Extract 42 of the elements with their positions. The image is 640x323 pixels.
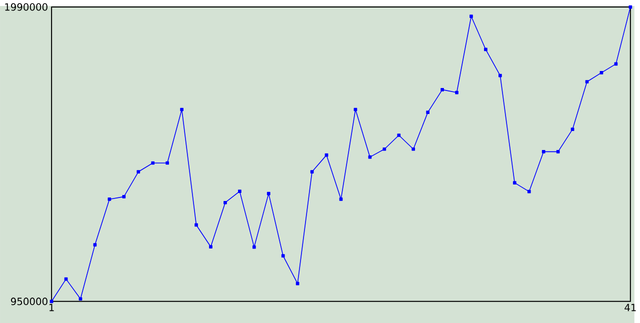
point <box>238 190 242 193</box>
y-tick-label: 950000 <box>10 298 48 306</box>
point <box>194 223 198 227</box>
point <box>542 150 546 154</box>
point <box>136 170 140 174</box>
point <box>50 300 54 303</box>
point <box>108 197 112 201</box>
point <box>455 90 458 94</box>
point <box>368 155 372 159</box>
point <box>628 5 632 9</box>
point <box>614 62 618 66</box>
point <box>382 147 386 151</box>
point <box>412 147 416 151</box>
x-tick-label: 41 <box>624 304 636 311</box>
point <box>556 150 560 154</box>
point <box>122 194 126 198</box>
point <box>498 74 502 78</box>
point <box>180 108 184 112</box>
point <box>339 197 343 201</box>
point <box>426 110 430 114</box>
point <box>397 133 401 137</box>
point <box>585 80 589 84</box>
point <box>296 282 300 286</box>
point <box>78 297 82 300</box>
point <box>484 48 488 52</box>
x-tick-label: 1 <box>50 304 54 311</box>
point <box>151 161 155 165</box>
point <box>600 70 604 74</box>
point <box>440 88 444 92</box>
point <box>93 243 97 246</box>
point <box>512 181 516 184</box>
y-tick-label: 1990000 <box>5 3 48 11</box>
point <box>570 128 574 131</box>
point <box>166 161 170 165</box>
point <box>252 245 256 249</box>
point <box>310 170 314 174</box>
point <box>527 190 531 194</box>
point <box>266 192 270 196</box>
point <box>470 14 473 18</box>
point <box>224 200 227 204</box>
point <box>281 254 285 258</box>
point <box>209 244 212 248</box>
